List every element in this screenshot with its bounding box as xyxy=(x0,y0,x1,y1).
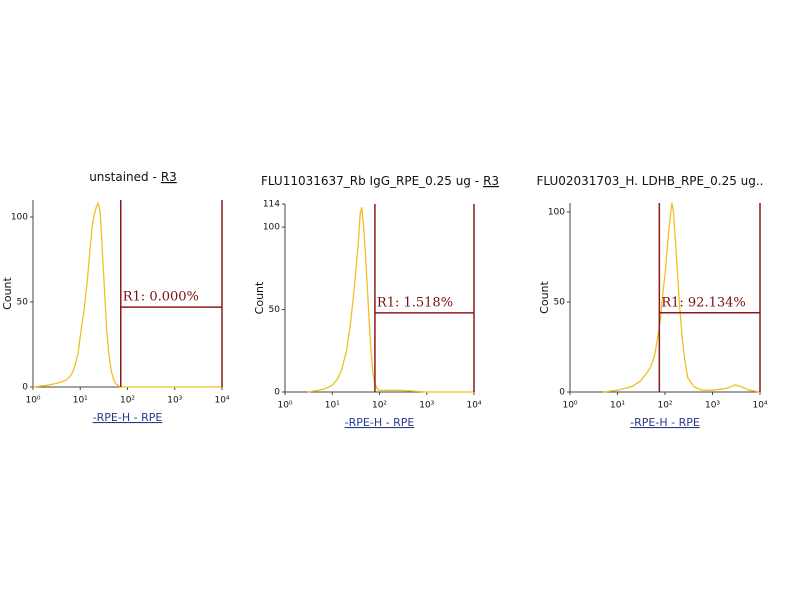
x-tick-label: 10¹ xyxy=(73,396,88,406)
histogram-curve xyxy=(32,201,222,388)
y-tick-label: 50 xyxy=(269,305,281,315)
x-tick-label: 10⁴ xyxy=(214,396,229,406)
panel-title: FLU11031637_Rb IgG_RPE_0.25 ug - R3 xyxy=(261,174,499,188)
title-link[interactable]: R3 xyxy=(161,170,177,184)
y-tick-label: 0 xyxy=(274,388,280,398)
y-axis-label: Count xyxy=(253,281,266,314)
y-tick-label: 0 xyxy=(22,383,28,393)
x-tick-label: 10³ xyxy=(167,396,182,406)
x-tick-label: 10² xyxy=(120,396,135,406)
x-tick-label: 10² xyxy=(372,401,387,411)
x-tick-label: 10⁴ xyxy=(752,401,767,411)
x-tick-label: 10² xyxy=(657,401,672,411)
y-tick-label: 50 xyxy=(554,298,566,308)
y-tick-label: 0 xyxy=(559,388,565,398)
y-tick-label: 100 xyxy=(263,223,280,233)
title-text: FLU02031703_H. LDHB_RPE_0.25 ug.. xyxy=(536,174,763,188)
y-axis-label: Count xyxy=(538,280,551,313)
y-tick-label: 50 xyxy=(17,298,29,308)
panel-title: unstained - R3 xyxy=(89,170,177,184)
panel-title: FLU02031703_H. LDHB_RPE_0.25 ug.. xyxy=(536,174,763,188)
x-axis-label[interactable]: -RPE-H - RPE xyxy=(345,416,415,429)
y-axis-label: Count xyxy=(1,276,14,309)
histogram-curve xyxy=(307,207,474,393)
x-tick-label: 10³ xyxy=(705,401,720,411)
y-tick-label: 114 xyxy=(263,200,280,210)
histogram-curve xyxy=(603,202,761,393)
gate-label: R1: 92.134% xyxy=(661,295,745,310)
x-tick-label: 10⁰ xyxy=(25,396,40,406)
x-tick-label: 10¹ xyxy=(610,401,625,411)
x-axis-label[interactable]: -RPE-H - RPE xyxy=(93,411,163,424)
gate-label: R1: 1.518% xyxy=(377,295,453,310)
y-tick-label: 100 xyxy=(548,208,565,218)
y-tick-label: 100 xyxy=(11,213,28,223)
gate-label: R1: 0.000% xyxy=(123,290,199,305)
title-text: unstained - xyxy=(89,170,157,184)
title-link[interactable]: R3 xyxy=(483,174,499,188)
x-tick-label: 10⁰ xyxy=(562,401,577,411)
x-tick-label: 10⁰ xyxy=(277,401,292,411)
x-axis-label[interactable]: -RPE-H - RPE xyxy=(630,416,700,429)
x-tick-label: 10³ xyxy=(419,401,434,411)
x-tick-label: 10⁴ xyxy=(466,401,481,411)
title-text: FLU11031637_Rb IgG_RPE_0.25 ug - xyxy=(261,174,479,188)
x-tick-label: 10¹ xyxy=(325,401,340,411)
